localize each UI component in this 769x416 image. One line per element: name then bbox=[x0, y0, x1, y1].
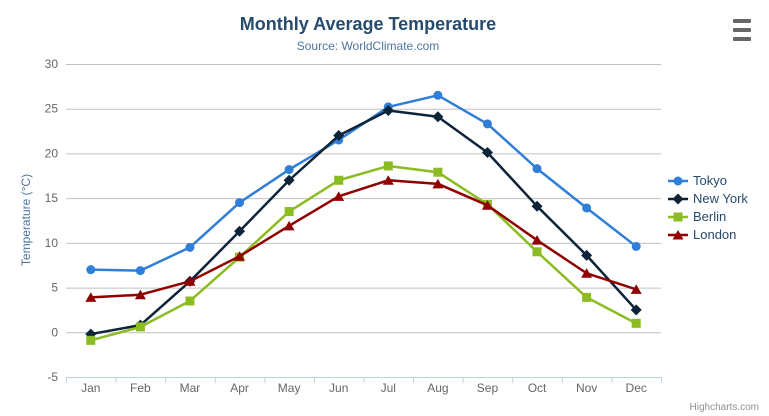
series-london-marker[interactable] bbox=[382, 175, 394, 185]
y-axis-label: 20 bbox=[45, 146, 59, 160]
legend-item-new-york[interactable]: New York bbox=[668, 192, 748, 206]
legend-label: New York bbox=[693, 191, 748, 206]
y-axis-label: 10 bbox=[45, 236, 59, 250]
hamburger-icon bbox=[733, 28, 751, 32]
x-axis-label: Oct bbox=[528, 381, 547, 395]
series-tokyo-marker[interactable] bbox=[86, 265, 96, 275]
legend-label: Berlin bbox=[693, 209, 727, 224]
series-berlin-marker[interactable] bbox=[86, 335, 96, 345]
series-berlin-marker[interactable] bbox=[383, 161, 393, 171]
hamburger-icon bbox=[733, 19, 751, 23]
x-axis-label: Sep bbox=[477, 381, 499, 395]
series-london-marker[interactable] bbox=[184, 276, 196, 286]
series-berlin-line bbox=[90, 164, 637, 342]
x-axis-label: Mar bbox=[180, 381, 201, 395]
series-new-york-line bbox=[90, 109, 638, 336]
series-new-york-marker[interactable] bbox=[234, 225, 246, 237]
series-new-york-marker[interactable] bbox=[581, 249, 593, 261]
y-axis-label: -5 bbox=[47, 370, 58, 384]
legend-item-london[interactable]: London bbox=[668, 228, 748, 242]
series-tokyo-marker[interactable] bbox=[433, 90, 443, 100]
series-tokyo-line bbox=[90, 94, 637, 272]
x-axis-label: Feb bbox=[130, 381, 151, 395]
series-london-marker[interactable] bbox=[432, 178, 444, 189]
y-axis-label: 5 bbox=[51, 281, 58, 295]
series-berlin-marker[interactable] bbox=[284, 207, 294, 217]
x-axis-label: Nov bbox=[576, 381, 597, 395]
legend-item-tokyo[interactable]: Tokyo bbox=[668, 174, 748, 188]
series-london-marker[interactable] bbox=[283, 220, 295, 231]
chart-title: Monthly Average Temperature bbox=[239, 14, 497, 34]
x-axis-label: Apr bbox=[230, 381, 249, 395]
x-axis-label: Aug bbox=[427, 381, 448, 395]
series-tokyo-marker[interactable] bbox=[631, 241, 641, 251]
series-tokyo-marker[interactable] bbox=[582, 203, 592, 213]
series-london-marker[interactable] bbox=[481, 200, 493, 210]
y-axis-label: 30 bbox=[45, 57, 59, 71]
legend-item-berlin[interactable]: Berlin bbox=[668, 210, 748, 224]
series-london-marker[interactable] bbox=[630, 284, 642, 294]
chart-subtitle: Source: WorldClimate.com bbox=[296, 39, 440, 53]
series-new-york-marker[interactable] bbox=[333, 130, 345, 142]
series-new-york-marker[interactable] bbox=[283, 174, 295, 186]
y-axis-label: 0 bbox=[51, 325, 58, 339]
legend-label: Tokyo bbox=[693, 173, 727, 188]
legend-triangle-icon bbox=[668, 230, 688, 240]
legend-circle-icon bbox=[668, 176, 688, 186]
series-london-marker[interactable] bbox=[134, 289, 146, 300]
series-berlin-marker[interactable] bbox=[334, 175, 344, 185]
series-london-marker[interactable] bbox=[531, 235, 543, 245]
series-new-york-marker[interactable] bbox=[382, 105, 394, 117]
series-berlin-marker[interactable] bbox=[135, 322, 145, 332]
series-tokyo-marker[interactable] bbox=[185, 242, 195, 252]
legend-label: London bbox=[693, 227, 737, 242]
legend: Tokyo New York Berlin London bbox=[668, 174, 748, 242]
x-axis-label: Jan bbox=[81, 381, 100, 395]
y-axis-label: 25 bbox=[45, 102, 59, 116]
x-axis-label: Jun bbox=[329, 381, 348, 395]
series-tokyo-marker[interactable] bbox=[482, 119, 492, 129]
series-london-marker[interactable] bbox=[85, 292, 97, 302]
chart-context-menu-button[interactable] bbox=[731, 17, 755, 43]
y-axis-title: Temperature (°C) bbox=[19, 173, 33, 267]
x-axis-label: Jul bbox=[381, 381, 396, 395]
series-berlin-marker[interactable] bbox=[433, 167, 443, 177]
credits-link[interactable]: Highcharts.com bbox=[689, 402, 759, 413]
y-axis-label: 15 bbox=[45, 191, 59, 205]
series-tokyo-marker[interactable] bbox=[532, 164, 542, 174]
series-new-york-marker[interactable] bbox=[432, 111, 444, 123]
series-london-marker[interactable] bbox=[234, 251, 246, 261]
series-new-york-marker[interactable] bbox=[481, 147, 493, 159]
series-london-marker[interactable] bbox=[581, 268, 593, 278]
series-tokyo-marker[interactable] bbox=[235, 198, 245, 208]
series-berlin-marker[interactable] bbox=[185, 296, 195, 306]
series-tokyo-marker[interactable] bbox=[135, 266, 145, 276]
series-berlin-marker[interactable] bbox=[631, 318, 641, 328]
series-berlin-marker[interactable] bbox=[582, 292, 592, 302]
hamburger-icon bbox=[733, 37, 751, 41]
series-new-york-marker[interactable] bbox=[630, 304, 642, 316]
x-axis-label: May bbox=[278, 381, 301, 395]
series-new-york-marker[interactable] bbox=[531, 200, 543, 212]
series-tokyo-marker[interactable] bbox=[284, 165, 294, 175]
series-london-line bbox=[90, 179, 637, 299]
legend-square-icon bbox=[668, 212, 688, 222]
series-berlin-marker[interactable] bbox=[532, 247, 542, 257]
legend-diamond-icon bbox=[668, 193, 688, 205]
x-axis-label: Dec bbox=[626, 381, 647, 395]
series-london-marker[interactable] bbox=[333, 191, 345, 201]
